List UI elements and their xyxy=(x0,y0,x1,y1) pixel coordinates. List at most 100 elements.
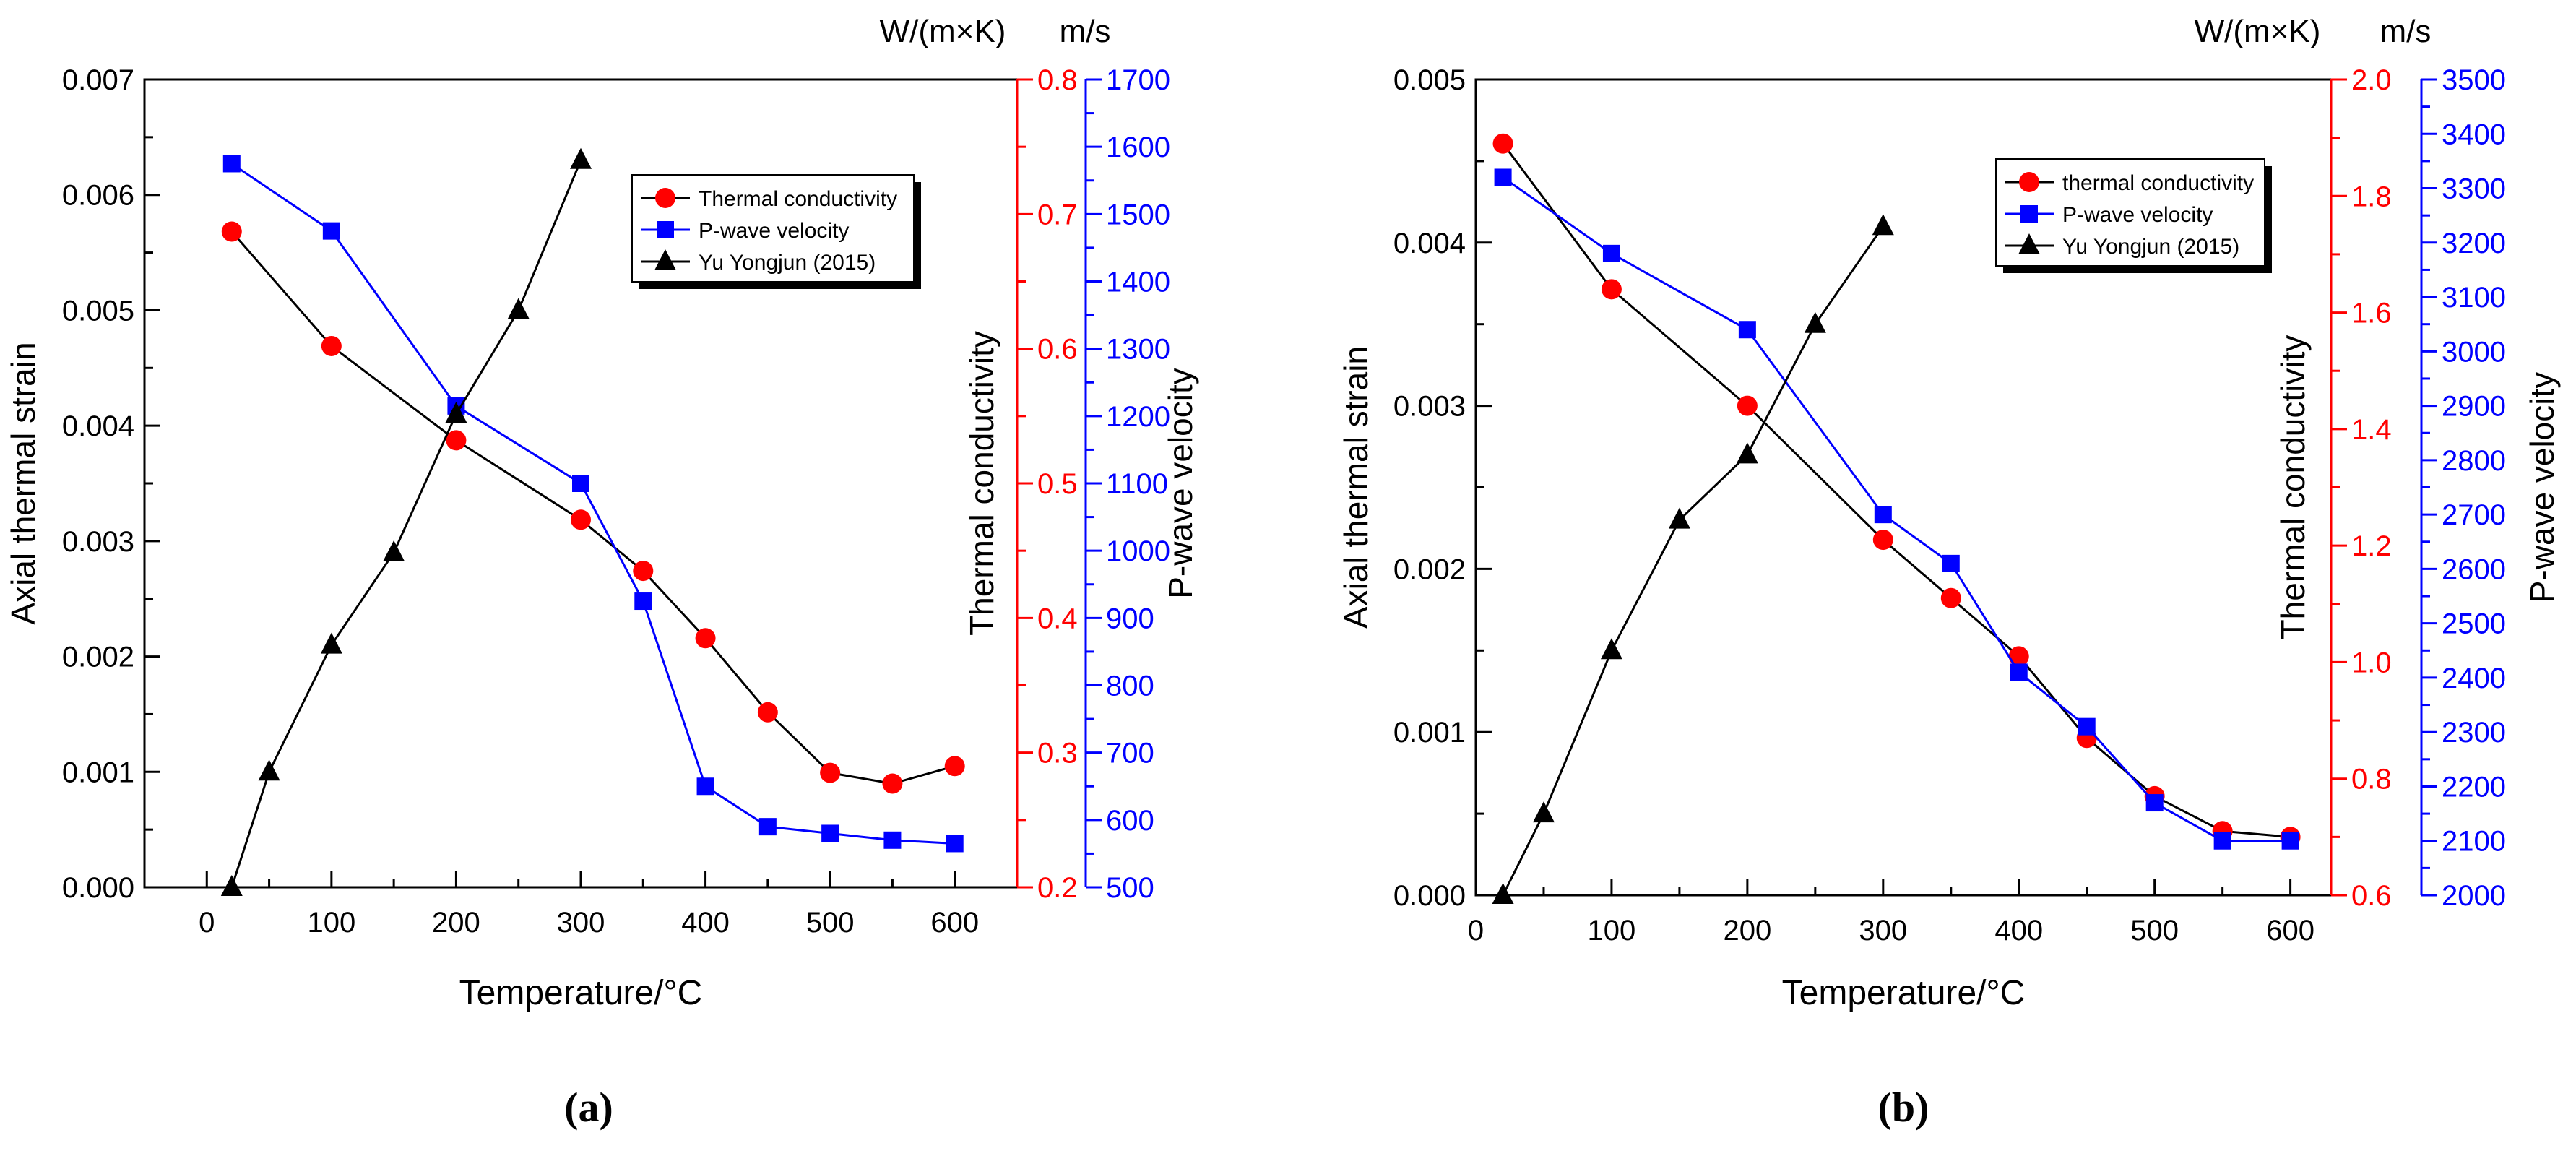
x-tick-label: 100 xyxy=(307,907,355,939)
thermal-tick-label: 1.0 xyxy=(2351,647,2392,678)
data-point xyxy=(2145,794,2164,812)
velocity-tick-label: 900 xyxy=(1106,603,1154,634)
legend-entry: thermal conductivity xyxy=(2062,171,2254,195)
velocity-tick-label: 2800 xyxy=(2442,445,2506,477)
series-line xyxy=(1502,142,2291,838)
data-point xyxy=(322,222,340,240)
data-point xyxy=(507,298,530,319)
data-point xyxy=(1804,311,1826,333)
thermal-tick-label: 0.4 xyxy=(1037,603,1078,634)
strain-tick-label: 0.005 xyxy=(62,295,134,327)
thermal-tick-label: 0.8 xyxy=(2351,764,2392,796)
velocity-unit-label: m/s xyxy=(1060,14,1111,49)
thermal-axis-label: Thermal conductivity xyxy=(963,331,1000,636)
velocity-tick-label: 1300 xyxy=(1106,334,1170,366)
velocity-tick-label: 2100 xyxy=(2442,826,2506,858)
series-p-wave-velocity xyxy=(1494,168,2299,850)
strain-axis-label: Axial thermal strain xyxy=(4,342,42,624)
x-tick-label: 300 xyxy=(557,907,605,939)
velocity-tick-label: 1500 xyxy=(1106,199,1170,230)
velocity-tick-label: 2400 xyxy=(2442,663,2506,694)
legend-entry: Thermal conductivity xyxy=(699,187,897,211)
strain-tick-label: 0.005 xyxy=(1393,64,1466,96)
data-point xyxy=(1602,244,1620,262)
strain-tick-label: 0.002 xyxy=(62,642,134,673)
velocity-tick-label: 1600 xyxy=(1106,132,1170,163)
velocity-axis-label: P-wave velocity xyxy=(1162,368,1199,599)
legend-box xyxy=(1995,158,2265,267)
data-point xyxy=(883,831,902,849)
velocity-tick-label: 600 xyxy=(1106,805,1154,837)
data-point xyxy=(2010,663,2028,681)
data-point xyxy=(2281,832,2299,850)
velocity-tick-label: 500 xyxy=(1106,872,1154,904)
data-point xyxy=(2008,646,2029,667)
x-tick-label: 500 xyxy=(806,907,855,939)
data-point xyxy=(634,592,652,611)
velocity-tick-label: 1400 xyxy=(1106,267,1170,298)
data-point xyxy=(821,824,839,842)
x-tick-label: 200 xyxy=(432,907,480,939)
thermal-tick-label: 0.6 xyxy=(2351,880,2392,912)
data-point xyxy=(1492,883,1514,904)
data-point xyxy=(696,777,714,796)
data-point xyxy=(1668,507,1690,529)
legend: Thermal conductivity P-wave velocity Yu Yo… xyxy=(631,174,921,289)
velocity-tick-label: 1700 xyxy=(1106,64,1170,96)
data-point xyxy=(1738,321,1756,339)
data-point xyxy=(1942,554,1960,572)
legend: thermal conductivity P-wave velocity Yu Yo… xyxy=(1995,158,2272,273)
data-point xyxy=(220,875,243,896)
velocity-tick-label: 1200 xyxy=(1106,401,1170,433)
velocity-tick-label: 800 xyxy=(1106,671,1154,702)
thermal-tick-label: 2.0 xyxy=(2351,64,2392,96)
data-point xyxy=(383,540,405,561)
data-point xyxy=(820,762,841,783)
data-point xyxy=(946,835,964,853)
data-point xyxy=(695,628,716,649)
chart-panel-b: 0 100 200 300 400 500 600 0.000 0.001 0.002 0.003 0… xyxy=(1337,14,2561,1131)
series-line xyxy=(1502,225,1885,896)
velocity-tick-label: 3300 xyxy=(2442,173,2506,205)
strain-tick-label: 0.003 xyxy=(62,526,134,558)
velocity-tick-label: 3400 xyxy=(2442,118,2506,150)
x-tick-label: 400 xyxy=(681,907,730,939)
thermal-tick-label: 1.8 xyxy=(2351,181,2392,212)
velocity-tick-label: 3000 xyxy=(2442,336,2506,368)
x-tick-label: 400 xyxy=(1994,915,2043,947)
velocity-axis-label: P-wave velocity xyxy=(2523,372,2561,603)
velocity-tick-label: 3100 xyxy=(2442,282,2506,314)
strain-tick-label: 0.006 xyxy=(62,180,134,212)
thermal-tick-label: 1.6 xyxy=(2351,298,2392,329)
velocity-tick-label: 1100 xyxy=(1106,468,1168,500)
thermal-axis-label: Thermal conductivity xyxy=(2274,335,2312,640)
data-point xyxy=(446,430,467,451)
thermal-tick-label: 1.4 xyxy=(2351,414,2392,446)
data-point xyxy=(571,509,591,530)
data-point xyxy=(1600,638,1622,660)
strain-tick-label: 0.000 xyxy=(62,872,134,904)
legend-entry: Yu Yongjun (2015) xyxy=(699,251,876,275)
series-line xyxy=(230,230,956,785)
data-point xyxy=(1494,168,1512,186)
x-tick-label: 200 xyxy=(1723,915,1771,947)
velocity-tick-label: 2500 xyxy=(2442,608,2506,640)
data-point xyxy=(1736,442,1758,464)
thermal-unit-label: W/(m×K) xyxy=(880,14,1006,49)
velocity-tick-label: 2700 xyxy=(2442,499,2506,531)
series-p-wave-velocity xyxy=(222,155,964,853)
data-point xyxy=(572,475,589,492)
legend-entry: Yu Yongjun (2015) xyxy=(2062,235,2239,259)
strain-tick-label: 0.001 xyxy=(62,756,134,788)
thermal-tick-label: 0.5 xyxy=(1037,468,1078,500)
data-point xyxy=(2078,717,2096,736)
legend-marker xyxy=(2019,172,2039,192)
velocity-tick-label: 3200 xyxy=(2442,228,2506,259)
thermal-tick-label: 0.3 xyxy=(1037,738,1078,769)
data-point xyxy=(445,402,467,423)
data-point xyxy=(1940,587,1961,608)
strain-tick-label: 0.007 xyxy=(62,64,134,96)
data-point xyxy=(258,759,280,781)
data-point xyxy=(882,773,903,794)
